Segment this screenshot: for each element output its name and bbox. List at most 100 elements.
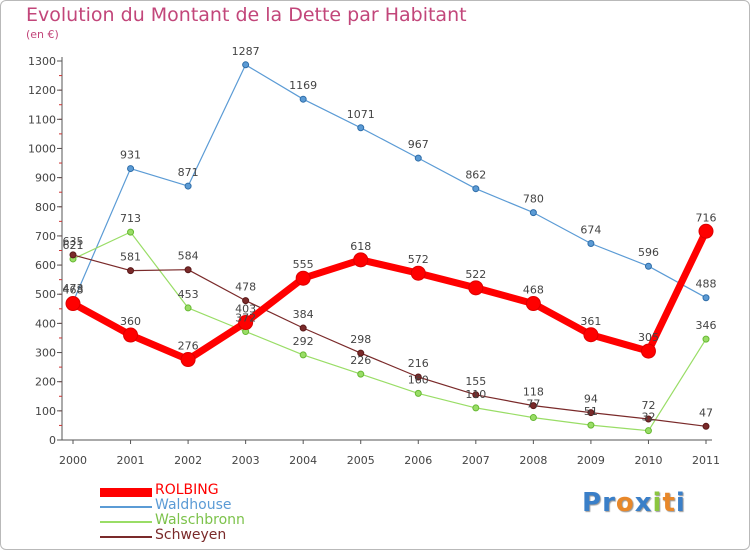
legend: ROLBING Waldhouse Walschbronn Schweyen — [100, 482, 300, 544]
logo-letter: i — [675, 488, 686, 518]
data-point — [525, 296, 541, 312]
chart-subtitle: (en €) — [26, 28, 59, 41]
data-label: 305 — [638, 331, 659, 344]
data-point — [127, 165, 135, 173]
data-point — [587, 421, 595, 429]
data-point — [414, 389, 422, 397]
data-point — [414, 154, 422, 162]
data-label: 384 — [293, 308, 314, 321]
data-point — [65, 296, 81, 312]
data-point — [295, 270, 311, 286]
data-point — [353, 252, 369, 268]
data-labels-layer: 473 931 871 1287 1169 1071 967 862 780 674 596 488 6… — [63, 45, 717, 424]
data-label: 1169 — [289, 79, 317, 92]
data-point — [698, 223, 714, 239]
data-label: 72 — [641, 399, 655, 412]
data-point — [644, 427, 652, 435]
x-tick-label: 2003 — [232, 454, 260, 467]
series-layer — [65, 61, 714, 435]
proxiti-logo: Proxiti — [582, 488, 686, 518]
data-label: 473 — [63, 282, 84, 295]
data-point — [414, 373, 422, 381]
data-point — [472, 404, 480, 412]
data-point — [184, 182, 192, 190]
logo-letter: x — [634, 488, 653, 518]
data-point — [529, 209, 537, 217]
data-point — [299, 351, 307, 359]
legend-swatch — [100, 488, 152, 497]
data-label: 555 — [293, 258, 314, 271]
legend-item-schweyen: Schweyen — [100, 527, 300, 544]
data-point — [69, 251, 77, 259]
y-tick-label: 1200 — [28, 84, 56, 97]
data-label: 47 — [699, 406, 713, 419]
y-tick-label: 100 — [35, 405, 56, 418]
y-tick-label: 700 — [35, 230, 56, 243]
data-point — [640, 343, 656, 359]
data-label: 276 — [178, 340, 199, 353]
data-label: 403 — [235, 303, 256, 316]
data-point — [357, 370, 365, 378]
x-tick-label: 2004 — [289, 454, 317, 467]
legend-label: ROLBING — [155, 482, 219, 498]
data-label: 931 — [120, 149, 141, 162]
data-point — [702, 294, 710, 302]
x-tick-label: 2005 — [347, 454, 375, 467]
data-label: 346 — [696, 319, 717, 332]
data-point — [299, 324, 307, 332]
data-point — [242, 61, 250, 69]
data-point — [238, 315, 254, 331]
data-label: 361 — [580, 315, 601, 328]
data-label: 118 — [523, 386, 544, 399]
data-label: 216 — [408, 357, 429, 370]
data-label: 453 — [178, 288, 199, 301]
y-tick-label: 0 — [49, 434, 56, 447]
data-label: 372 — [235, 312, 256, 325]
chart-title: Evolution du Montant de la Dette par Hab… — [26, 4, 467, 26]
data-label: 360 — [120, 315, 141, 328]
data-label: 110 — [465, 388, 486, 401]
data-point — [472, 185, 480, 193]
data-point — [410, 265, 426, 281]
data-label: 716 — [696, 211, 717, 224]
y-tick-label: 300 — [35, 347, 56, 360]
data-point — [357, 349, 365, 357]
data-label: 572 — [408, 253, 429, 266]
data-label: 674 — [580, 224, 601, 237]
y-tick-label: 500 — [35, 288, 56, 301]
chart-axes: 0 100 200 300 400 500 600 700 800 900 1000 1100 1200… — [28, 55, 720, 467]
legend-item-waldhouse: Waldhouse — [100, 497, 300, 514]
data-label: 1287 — [232, 45, 260, 58]
data-point — [644, 262, 652, 270]
series-line-schweyen — [72, 254, 707, 427]
data-label: 862 — [465, 169, 486, 182]
logo-letter: i — [652, 488, 663, 518]
logo-letter: r — [602, 488, 616, 518]
legend-item-walschbronn: Walschbronn — [100, 512, 300, 529]
data-point — [184, 304, 192, 312]
x-tick-label: 2000 — [59, 454, 87, 467]
x-tick-label: 2009 — [577, 454, 605, 467]
data-point — [472, 391, 480, 399]
x-tick-label: 2001 — [117, 454, 145, 467]
legend-swatch — [100, 536, 152, 538]
data-point — [180, 352, 196, 368]
x-tick-label: 2002 — [174, 454, 202, 467]
y-tick-label: 200 — [35, 376, 56, 389]
data-point — [587, 240, 595, 248]
data-label: 51 — [584, 405, 598, 418]
data-label: 635 — [63, 235, 84, 248]
data-point — [127, 267, 135, 275]
data-point — [702, 335, 710, 343]
logo-letter: t — [662, 488, 676, 518]
data-label: 1071 — [347, 108, 375, 121]
data-point — [468, 280, 484, 296]
data-label: 584 — [178, 250, 199, 263]
y-tick-label: 600 — [35, 259, 56, 272]
series-line-rolbing — [69, 227, 710, 363]
data-point — [242, 297, 250, 305]
data-point — [123, 327, 139, 343]
y-tick-label: 1100 — [28, 113, 56, 126]
